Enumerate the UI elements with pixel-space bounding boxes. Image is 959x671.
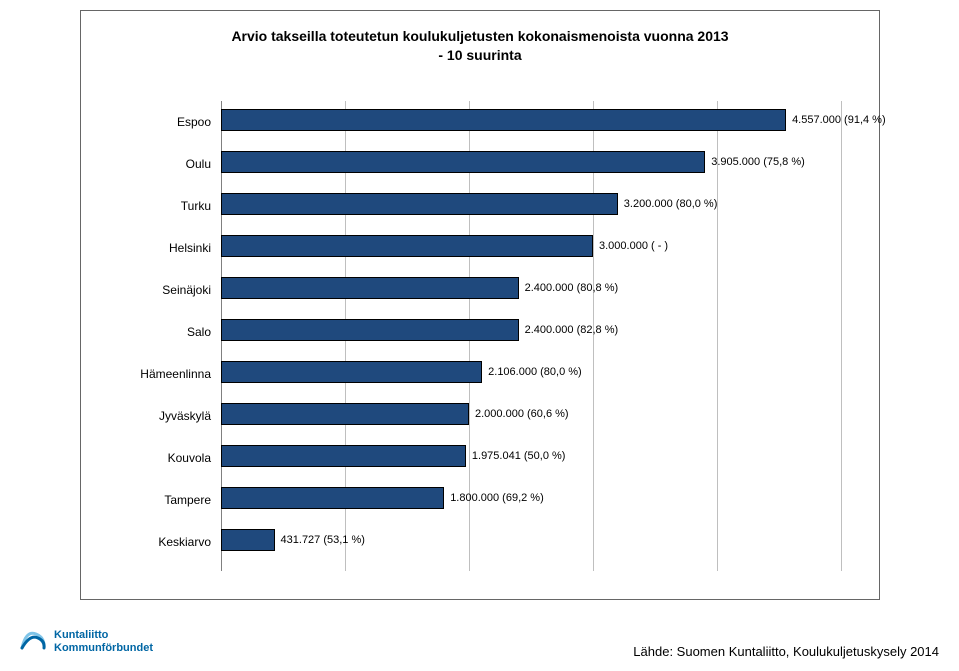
chart-row: Helsinki3.000.000 ( - ) [221, 227, 841, 269]
bar [221, 487, 444, 509]
chart-row: Oulu3.905.000 (75,8 %) [221, 143, 841, 185]
category-label: Oulu [91, 157, 211, 171]
value-label: 2.400.000 (80,8 %) [519, 277, 619, 299]
bar [221, 319, 519, 341]
category-label: Seinäjoki [91, 283, 211, 297]
value-label: 431.727 (53,1 %) [275, 529, 365, 551]
value-label: 3.000.000 ( - ) [593, 235, 668, 257]
category-label: Salo [91, 325, 211, 339]
bar [221, 529, 275, 551]
value-label: 2.106.000 (80,0 %) [482, 361, 582, 383]
bar [221, 193, 618, 215]
kuntaliitto-icon [18, 624, 48, 659]
category-label: Espoo [91, 115, 211, 129]
bar [221, 151, 705, 173]
chart-row: Kouvola1.975.041 (50,0 %) [221, 437, 841, 479]
bar [221, 109, 786, 131]
value-label: 1.975.041 (50,0 %) [466, 445, 566, 467]
value-label: 4.557.000 (91,4 %) [786, 109, 886, 131]
bar [221, 445, 466, 467]
category-label: Tampere [91, 493, 211, 507]
page: Arvio takseilla toteutetun koulukuljetus… [0, 0, 959, 671]
brand-line1: Kuntaliitto [54, 629, 153, 641]
category-label: Hämeenlinna [91, 367, 211, 381]
brand-logo: Kuntaliitto Kommunförbundet [18, 624, 153, 659]
bar [221, 235, 593, 257]
bar [221, 403, 469, 425]
value-label: 2.000.000 (60,6 %) [469, 403, 569, 425]
chart-row: Seinäjoki2.400.000 (80,8 %) [221, 269, 841, 311]
grid-line [841, 101, 842, 571]
value-label: 3.200.000 (80,0 %) [618, 193, 718, 215]
bar [221, 277, 519, 299]
chart-row: Espoo4.557.000 (91,4 %) [221, 101, 841, 143]
value-label: 3.905.000 (75,8 %) [705, 151, 805, 173]
plot-area: Espoo4.557.000 (91,4 %)Oulu3.905.000 (75… [221, 101, 841, 571]
chart-title: Arvio takseilla toteutetun koulukuljetus… [81, 11, 879, 69]
footer-source: Lähde: Suomen Kuntaliitto, Koulukuljetus… [633, 644, 939, 659]
category-label: Keskiarvo [91, 535, 211, 549]
brand-text: Kuntaliitto Kommunförbundet [54, 629, 153, 653]
chart-row: Hämeenlinna2.106.000 (80,0 %) [221, 353, 841, 395]
chart-row: Jyväskylä2.000.000 (60,6 %) [221, 395, 841, 437]
value-label: 2.400.000 (82,8 %) [519, 319, 619, 341]
chart-row: Tampere1.800.000 (69,2 %) [221, 479, 841, 521]
category-label: Kouvola [91, 451, 211, 465]
category-label: Turku [91, 199, 211, 213]
chart-frame: Arvio takseilla toteutetun koulukuljetus… [80, 10, 880, 600]
category-label: Jyväskylä [91, 409, 211, 423]
category-label: Helsinki [91, 241, 211, 255]
bar [221, 361, 482, 383]
value-label: 1.800.000 (69,2 %) [444, 487, 544, 509]
brand-line2: Kommunförbundet [54, 642, 153, 654]
chart-row: Salo2.400.000 (82,8 %) [221, 311, 841, 353]
chart-row: Turku3.200.000 (80,0 %) [221, 185, 841, 227]
chart-row: Keskiarvo431.727 (53,1 %) [221, 521, 841, 563]
